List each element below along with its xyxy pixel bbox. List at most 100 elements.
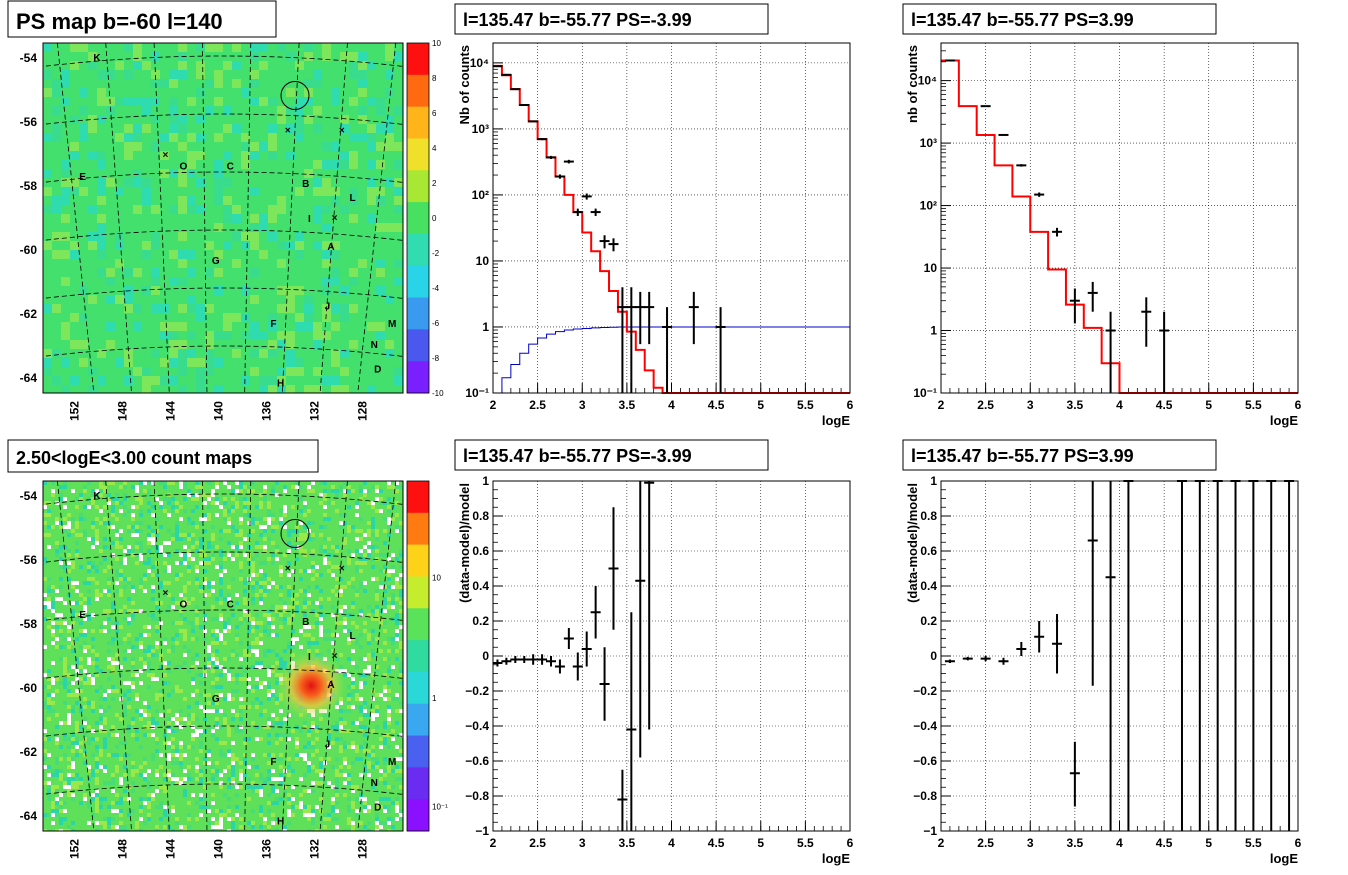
map-pixel bbox=[351, 553, 355, 557]
map-pixel bbox=[287, 641, 291, 645]
map-pixel bbox=[335, 785, 339, 789]
map-pixel bbox=[131, 549, 135, 553]
map-pixel bbox=[307, 729, 311, 733]
x-tick-label: 4 bbox=[1116, 398, 1123, 412]
map-pixel bbox=[375, 637, 379, 641]
map-pixel bbox=[107, 581, 111, 585]
map-pixel bbox=[395, 817, 399, 821]
map-pixel bbox=[267, 513, 271, 517]
map-pixel bbox=[385, 295, 394, 304]
map-pixel bbox=[343, 773, 347, 777]
map-pixel bbox=[307, 761, 311, 765]
map-pixel bbox=[275, 653, 279, 657]
map-pixel bbox=[79, 493, 83, 497]
map-pixel bbox=[211, 829, 215, 831]
map-pixel bbox=[223, 106, 232, 115]
map-pixel bbox=[267, 721, 271, 725]
map-pixel bbox=[214, 79, 223, 88]
map-pixel bbox=[335, 725, 339, 729]
map-pixel bbox=[343, 673, 347, 677]
map-pixel bbox=[335, 549, 339, 553]
map-pixel bbox=[227, 517, 231, 521]
map-pixel bbox=[91, 737, 95, 741]
x-axis-title: logE bbox=[1270, 413, 1298, 428]
map-pixel bbox=[91, 813, 95, 817]
map-pixel bbox=[319, 617, 323, 621]
map-pixel bbox=[151, 757, 155, 761]
map-pixel bbox=[327, 517, 331, 521]
map-pixel bbox=[295, 358, 304, 367]
map-pixel bbox=[71, 785, 75, 789]
map-pixel bbox=[259, 501, 263, 505]
map-pixel bbox=[255, 553, 259, 557]
map-pixel bbox=[124, 142, 133, 151]
map-pixel bbox=[203, 601, 207, 605]
map-pixel bbox=[75, 549, 79, 553]
y-tick-label: 1 bbox=[482, 474, 489, 488]
map-pixel bbox=[387, 709, 391, 713]
map-pixel bbox=[151, 286, 160, 295]
x-tick-label: 4.5 bbox=[1156, 398, 1173, 412]
map-pixel bbox=[227, 765, 231, 769]
map-pixel bbox=[163, 485, 167, 489]
map-pixel bbox=[335, 565, 339, 569]
map-pixel bbox=[79, 669, 83, 673]
map-pixel bbox=[75, 725, 79, 729]
map-pixel bbox=[195, 757, 199, 761]
map-pixel bbox=[219, 773, 223, 777]
map-pixel bbox=[123, 709, 127, 713]
map-pixel bbox=[215, 661, 219, 665]
map-pixel bbox=[347, 581, 351, 585]
map-pixel bbox=[399, 573, 403, 577]
map-pixel bbox=[171, 621, 175, 625]
map-pixel bbox=[131, 617, 135, 621]
map-pixel bbox=[139, 521, 143, 525]
map-pixel bbox=[71, 829, 75, 831]
map-pixel bbox=[347, 705, 351, 709]
map-pixel bbox=[142, 367, 151, 376]
map-pixel bbox=[51, 773, 55, 777]
map-pixel bbox=[387, 733, 391, 737]
map-pixel bbox=[287, 573, 291, 577]
map-pixel bbox=[91, 525, 95, 529]
chart-1: 2 2.5 3 3.5 4 4.5 5 5.5 610⁻¹11010²10³10⁴logENb … bbox=[457, 42, 854, 428]
map-pixel bbox=[127, 705, 131, 709]
map-pixel bbox=[207, 585, 211, 589]
map-pixel bbox=[151, 52, 160, 61]
map-pixel bbox=[304, 304, 313, 313]
map-pixel bbox=[106, 70, 115, 79]
map-pixel bbox=[349, 340, 358, 349]
map-pixel bbox=[267, 693, 271, 697]
map-pixel bbox=[367, 749, 371, 753]
map-pixel bbox=[124, 304, 133, 313]
map-pixel bbox=[394, 187, 403, 196]
map-pixel bbox=[95, 793, 99, 797]
map-pixel bbox=[75, 497, 79, 501]
map-pixel bbox=[279, 617, 283, 621]
map-pixel bbox=[211, 729, 215, 733]
map-pixel bbox=[375, 485, 379, 489]
map-pixel bbox=[279, 777, 283, 781]
map-pixel bbox=[119, 781, 123, 785]
map-pixel bbox=[147, 481, 151, 485]
map-pixel bbox=[55, 761, 59, 765]
map-pixel bbox=[379, 825, 383, 829]
map-pixel bbox=[115, 493, 119, 497]
map-pixel bbox=[103, 697, 107, 701]
map-pixel bbox=[299, 577, 303, 581]
chart-4: 2 2.5 3 3.5 4 4.5 5 5.5 6−1−0.8−0.6−0.4−0.200.20… bbox=[905, 474, 1302, 866]
map-pixel bbox=[387, 533, 391, 537]
map-pixel bbox=[239, 529, 243, 533]
map-pixel bbox=[196, 313, 205, 322]
map-pixel bbox=[339, 513, 343, 517]
map-pixel bbox=[319, 761, 323, 765]
map-pixel bbox=[111, 665, 115, 669]
map-pixel bbox=[179, 561, 183, 565]
map-pixel bbox=[319, 613, 323, 617]
map-pixel bbox=[52, 304, 61, 313]
map-pixel bbox=[363, 553, 367, 557]
map-pixel bbox=[67, 717, 71, 721]
source-label-L: L bbox=[350, 631, 356, 642]
map-pixel bbox=[283, 733, 287, 737]
map-pixel bbox=[91, 753, 95, 757]
